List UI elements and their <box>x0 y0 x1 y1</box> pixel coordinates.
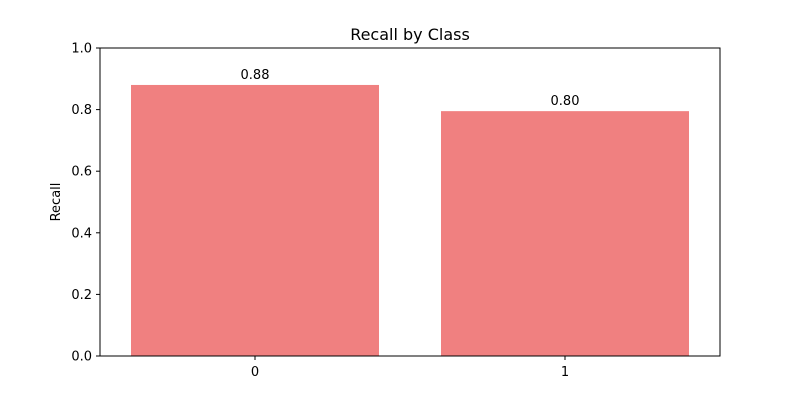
x-tick-label: 0 <box>251 365 259 380</box>
chart-title: Recall by Class <box>350 25 470 44</box>
bar-class-1 <box>441 111 689 356</box>
y-tick-label: 0.0 <box>71 350 92 365</box>
y-tick-label: 0.4 <box>71 226 92 241</box>
x-tick-label: 1 <box>561 365 569 380</box>
y-axis-label: Recall <box>49 183 64 222</box>
data-label-class-1: 0.80 <box>551 94 580 109</box>
bar-class-0 <box>131 84 379 357</box>
y-tick-label: 0.8 <box>71 103 92 118</box>
plot-area: 0.88 0.80 0.0 0.2 0.4 0.6 0.8 1.0 0 1 <box>71 42 721 380</box>
y-tick-label: 1.0 <box>71 42 92 57</box>
axes-frame <box>99 47 721 357</box>
y-tick-label: 0.2 <box>71 288 92 303</box>
y-tick-label: 0.6 <box>71 165 92 180</box>
data-label-class-0: 0.88 <box>241 68 270 83</box>
